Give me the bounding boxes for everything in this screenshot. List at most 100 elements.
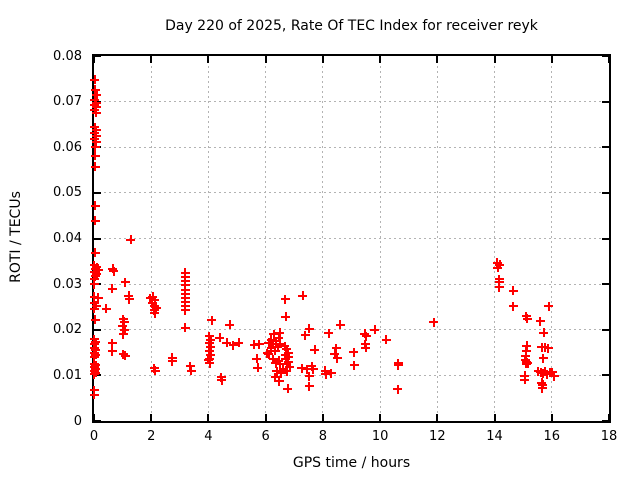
data-point-marker xyxy=(494,277,504,287)
data-point-marker xyxy=(228,340,238,350)
data-point-marker xyxy=(381,335,391,345)
y-tick-mark xyxy=(602,191,609,194)
data-point-marker xyxy=(538,353,548,363)
data-point-marker xyxy=(269,329,279,339)
data-point-marker xyxy=(523,358,533,368)
data-point-marker xyxy=(107,284,117,294)
data-point-marker xyxy=(393,360,403,370)
data-point-marker xyxy=(167,356,177,366)
data-point-marker xyxy=(90,85,100,95)
chart-title: Day 220 of 2025, Rate Of TEC Index for r… xyxy=(165,18,538,34)
y-tick-mark xyxy=(602,237,609,240)
data-point-marker xyxy=(225,320,235,330)
data-point-marker xyxy=(298,291,308,301)
data-point-marker xyxy=(283,352,293,362)
y-tick-label: 0.03 xyxy=(53,276,82,292)
data-point-marker xyxy=(90,151,100,161)
x-tick-mark xyxy=(264,56,267,63)
y-gridline xyxy=(94,146,609,148)
x-tick-mark xyxy=(379,414,382,421)
y-tick-mark xyxy=(602,146,609,149)
y-gridline xyxy=(94,283,609,285)
x-tick-mark xyxy=(264,414,267,421)
data-point-marker xyxy=(535,316,545,326)
y-tick-mark xyxy=(94,420,101,422)
data-point-marker xyxy=(332,353,342,363)
data-point-marker xyxy=(186,366,196,376)
data-point-marker xyxy=(264,349,274,359)
y-tick-mark xyxy=(602,55,609,57)
data-point-marker xyxy=(283,384,293,394)
y-tick-mark xyxy=(602,328,609,331)
y-tick-mark xyxy=(602,100,609,103)
data-point-marker xyxy=(92,90,102,100)
data-point-marker xyxy=(283,357,293,367)
y-tick-label: 0.07 xyxy=(53,94,82,110)
data-point-marker xyxy=(120,277,130,287)
data-point-marker xyxy=(539,328,549,338)
y-tick-label: 0.01 xyxy=(53,367,82,383)
data-point-marker xyxy=(349,360,359,370)
y-tick-mark xyxy=(602,420,609,422)
y-tick-label: 0.06 xyxy=(53,139,82,155)
x-tick-mark xyxy=(550,414,553,421)
data-point-marker xyxy=(89,390,99,400)
plot-area xyxy=(89,54,611,423)
data-point-marker xyxy=(107,346,117,356)
data-point-marker xyxy=(326,368,336,378)
data-point-marker xyxy=(275,359,285,369)
x-tick-mark xyxy=(608,56,610,63)
data-point-marker xyxy=(521,346,531,356)
data-point-marker xyxy=(89,274,99,284)
data-point-marker xyxy=(93,293,103,303)
data-point-marker xyxy=(324,328,334,338)
x-tick-mark xyxy=(608,414,610,421)
x-tick-mark xyxy=(436,56,439,63)
data-point-marker xyxy=(252,354,261,364)
x-tick-label: 14 xyxy=(486,429,503,444)
x-tick-label: 2 xyxy=(147,429,156,444)
data-point-marker xyxy=(544,301,554,311)
data-point-marker xyxy=(494,282,504,292)
data-point-marker xyxy=(304,381,314,391)
data-point-marker xyxy=(215,333,225,343)
data-point-marker xyxy=(91,108,101,118)
y-axis-label: ROTI / TECUs xyxy=(8,191,24,283)
data-point-marker xyxy=(331,343,341,353)
data-point-marker xyxy=(207,315,217,325)
data-point-marker xyxy=(361,331,371,341)
data-point-marker xyxy=(90,248,100,258)
data-point-marker xyxy=(120,351,130,361)
x-tick-label: 10 xyxy=(371,429,389,444)
y-tick-label: 0.04 xyxy=(53,231,82,246)
data-point-marker xyxy=(90,162,100,172)
y-gridline xyxy=(94,192,609,194)
x-tick-mark xyxy=(436,414,439,421)
y-tick-label: 0 xyxy=(73,413,82,429)
y-gridline xyxy=(94,238,609,239)
y-tick-label: 0.05 xyxy=(53,185,82,201)
data-point-marker xyxy=(90,75,100,85)
data-point-marker xyxy=(361,343,371,353)
data-point-marker xyxy=(90,315,100,325)
data-point-marker xyxy=(217,375,227,385)
y-tick-mark xyxy=(602,374,609,377)
data-point-marker xyxy=(109,266,119,276)
data-point-marker xyxy=(275,328,285,338)
data-point-marker xyxy=(107,338,117,348)
data-point-marker xyxy=(89,304,99,314)
data-point-marker xyxy=(180,305,190,315)
y-tick-label: 0.02 xyxy=(53,322,82,338)
data-point-marker xyxy=(520,375,530,385)
data-point-marker xyxy=(300,330,310,340)
y-gridline xyxy=(94,329,609,331)
x-tick-mark xyxy=(207,56,210,63)
x-tick-mark xyxy=(379,56,382,63)
x-tick-label: 12 xyxy=(429,429,446,444)
data-point-marker xyxy=(370,325,380,335)
x-tick-mark xyxy=(493,56,496,63)
data-point-marker xyxy=(275,339,285,349)
x-tick-label: 6 xyxy=(261,429,270,444)
data-point-marker xyxy=(285,362,295,372)
